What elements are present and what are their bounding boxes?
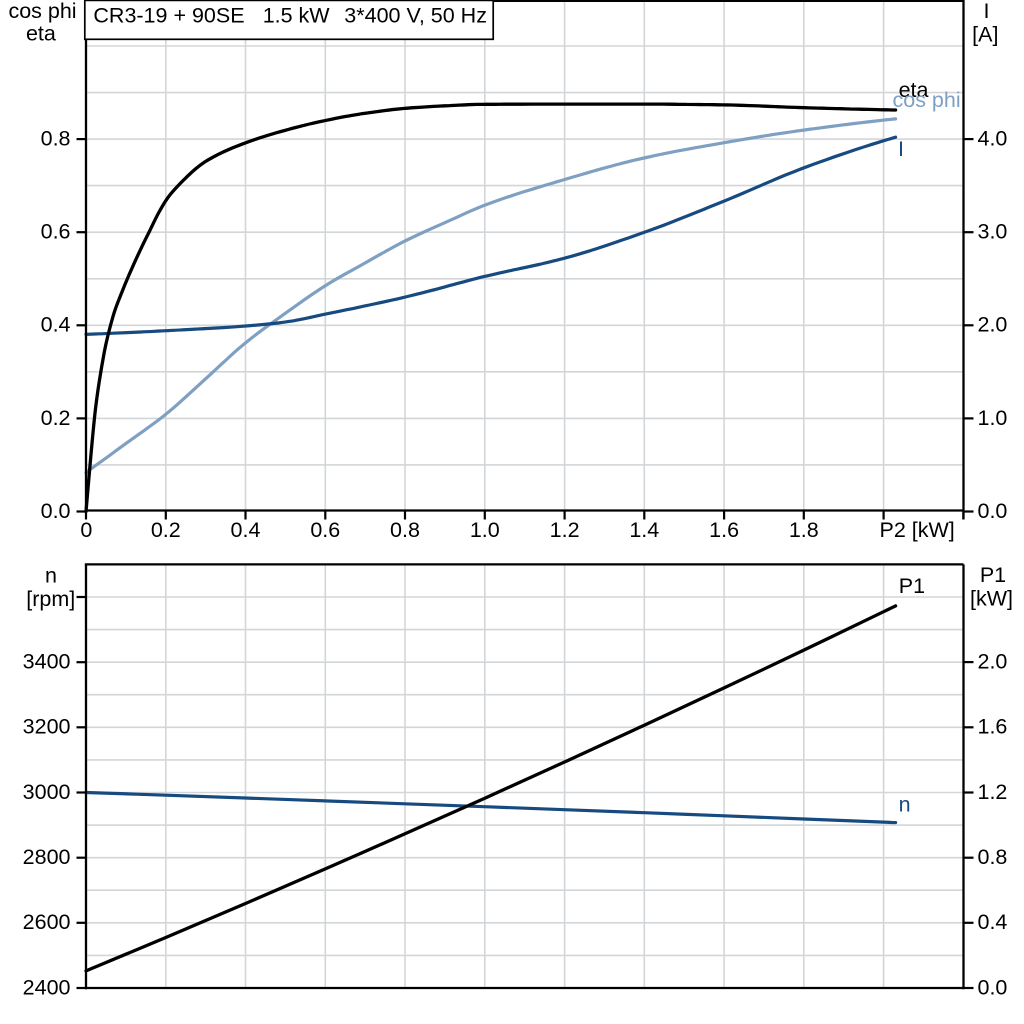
- svg-text:n: n: [45, 564, 57, 588]
- svg-text:3.0: 3.0: [978, 220, 1008, 244]
- svg-text:0: 0: [80, 518, 92, 542]
- svg-text:1.4: 1.4: [629, 518, 659, 542]
- svg-text:4.0: 4.0: [978, 127, 1008, 151]
- svg-text:2.0: 2.0: [978, 650, 1008, 674]
- svg-text:I: I: [898, 137, 904, 161]
- svg-text:1.6: 1.6: [709, 518, 739, 542]
- svg-text:0.6: 0.6: [41, 220, 71, 244]
- svg-text:0.0: 0.0: [978, 975, 1008, 999]
- svg-text:0.0: 0.0: [41, 499, 71, 523]
- svg-text:1.0: 1.0: [978, 406, 1008, 430]
- svg-text:0.0: 0.0: [978, 499, 1008, 523]
- svg-text:0.4: 0.4: [978, 910, 1008, 934]
- svg-text:1.6: 1.6: [978, 715, 1008, 739]
- svg-text:0.8: 0.8: [390, 518, 420, 542]
- svg-text:1.2: 1.2: [978, 780, 1008, 804]
- svg-text:[kW]: [kW]: [970, 587, 1013, 611]
- svg-text:2400: 2400: [23, 975, 71, 999]
- svg-text:3*400 V, 50 Hz: 3*400 V, 50 Hz: [344, 3, 487, 27]
- svg-text:cos phi: cos phi: [8, 0, 76, 23]
- svg-text:3000: 3000: [23, 780, 71, 804]
- svg-text:[A]: [A]: [972, 22, 998, 46]
- svg-text:I: I: [984, 0, 990, 23]
- svg-text:P1: P1: [899, 574, 925, 598]
- svg-text:0.8: 0.8: [41, 127, 71, 151]
- svg-text:P1: P1: [980, 563, 1006, 587]
- svg-text:0.2: 0.2: [41, 406, 71, 430]
- svg-text:1.8: 1.8: [789, 518, 819, 542]
- svg-text:eta: eta: [899, 78, 929, 102]
- svg-text:1.0: 1.0: [470, 518, 500, 542]
- svg-text:cos phi: cos phi: [893, 88, 961, 112]
- svg-text:n: n: [899, 792, 911, 816]
- svg-text:2.0: 2.0: [978, 313, 1008, 337]
- svg-text:[rpm]: [rpm]: [26, 587, 75, 611]
- svg-text:P2 [kW]: P2 [kW]: [880, 518, 955, 542]
- svg-text:2800: 2800: [23, 845, 71, 869]
- svg-text:eta: eta: [26, 22, 56, 46]
- svg-text:0.4: 0.4: [231, 518, 261, 542]
- svg-text:1.2: 1.2: [550, 518, 580, 542]
- svg-text:2600: 2600: [23, 910, 71, 934]
- svg-text:0.6: 0.6: [310, 518, 340, 542]
- svg-text:3200: 3200: [23, 715, 71, 739]
- svg-text:0.4: 0.4: [41, 313, 71, 337]
- svg-text:1.5 kW: 1.5 kW: [263, 3, 331, 27]
- svg-text:0.2: 0.2: [151, 518, 181, 542]
- svg-text:CR3-19 + 90SE: CR3-19 + 90SE: [93, 3, 244, 27]
- svg-text:0.8: 0.8: [978, 845, 1008, 869]
- svg-text:3400: 3400: [23, 650, 71, 674]
